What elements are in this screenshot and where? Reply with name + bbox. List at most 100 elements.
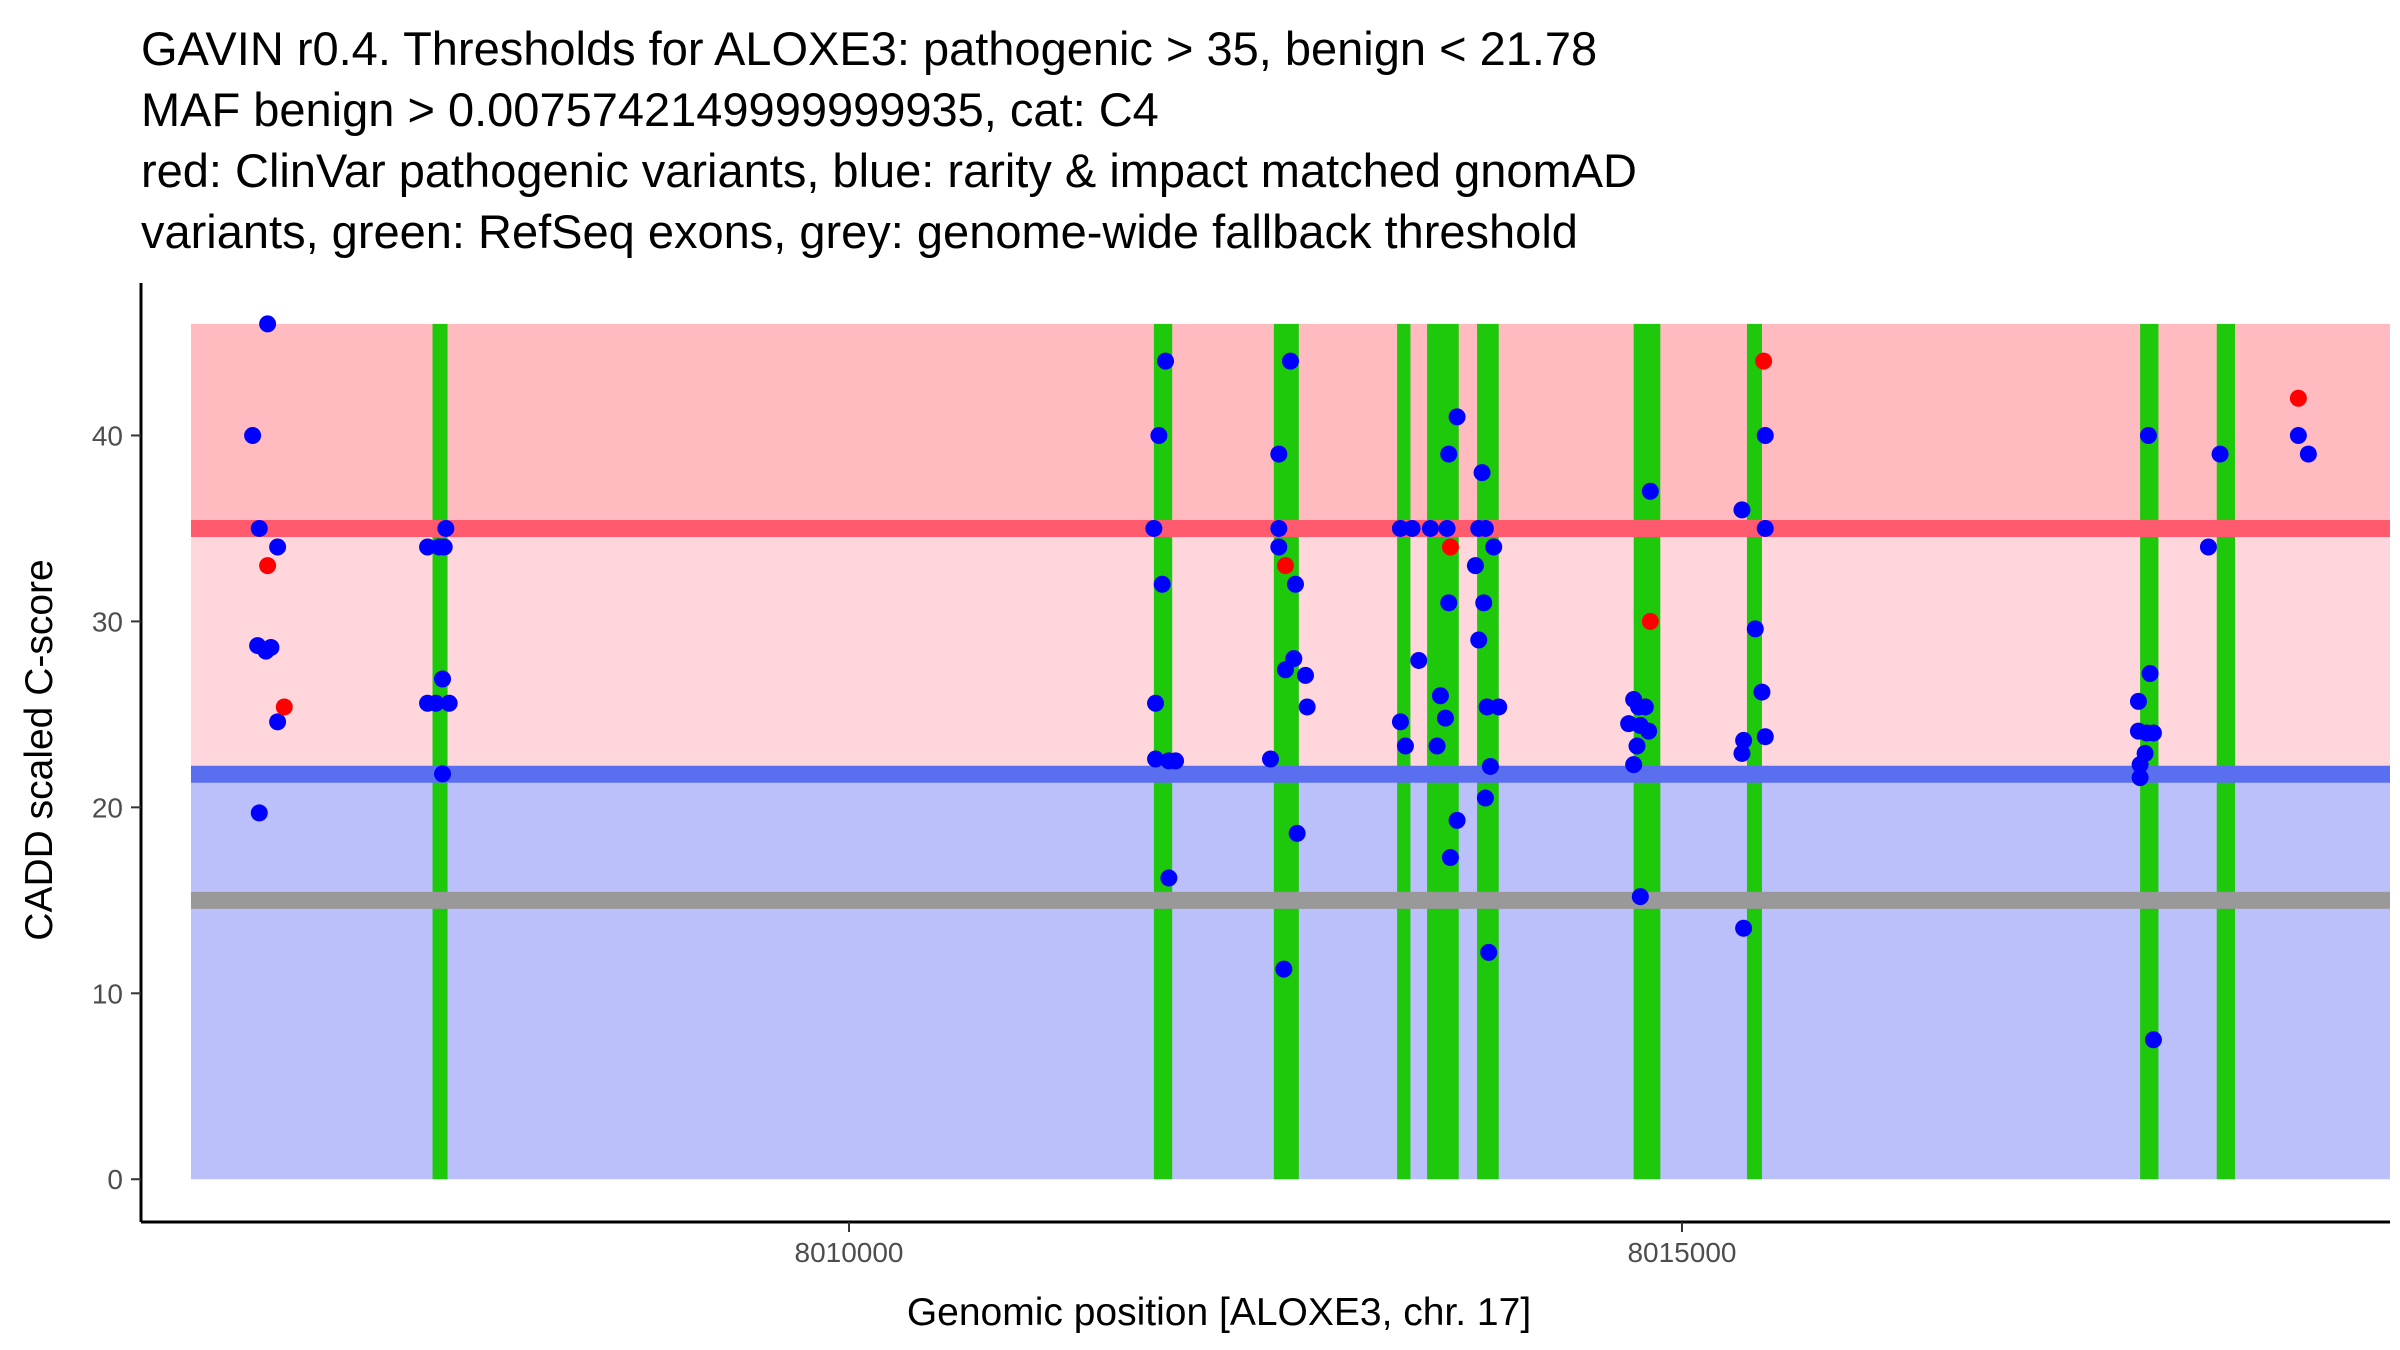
variant-points [244,315,2317,1049]
chart-title-line-4: variants, green: RefSeq exons, grey: gen… [141,205,1578,258]
gnomad-point [1296,666,1314,684]
gnomad-point [1733,744,1751,762]
x-axis-ticks: 8010000 8015000 [795,1222,1736,1268]
gnomad-point [1625,756,1643,774]
gnomad-point [434,670,452,688]
gnomad-point [2141,664,2159,682]
x-tick-label: 8010000 [795,1237,904,1268]
clinvar-point [1641,612,1659,630]
gnomad-point [1286,575,1304,593]
gnomad-point [2211,445,2229,463]
x-axis-label: Genomic position [ALOXE3, chr. 17] [907,1291,1531,1334]
chart-title: GAVIN r0.4. Thresholds for ALOXE3: patho… [141,18,1637,262]
gnomad-point [1440,445,1458,463]
gnomad-point [1631,888,1649,906]
gnomad-point [2131,769,2149,787]
gnomad-point [1756,426,1774,444]
clinvar-point [1276,557,1294,575]
gnomad-point [1641,482,1659,500]
gnomad-point [1480,943,1498,961]
gnomad-point [1476,519,1494,537]
threshold-lines [190,519,2390,909]
gnomad-point [1746,620,1764,638]
clinvar-point [2289,389,2307,407]
gnomad-point [1640,722,1658,740]
gnomad-point [1756,519,1774,537]
gnomad-point [1628,737,1646,755]
gnomad-point [1756,728,1774,746]
gnomad-point [1733,501,1751,519]
gnomad-point [1145,519,1163,537]
gnomad-point [269,538,287,556]
gnomad-point [1261,750,1279,768]
gnomad-point [1428,737,1446,755]
y-tick-label: 30 [92,606,123,637]
gnomad-point [1476,789,1494,807]
exon-bar [1746,323,1762,1180]
gnomad-point [1153,575,1171,593]
gnomad-point [1275,960,1293,978]
clinvar-point [1755,352,1773,370]
exon-bar [2216,323,2236,1180]
gnomad-point [1167,752,1185,770]
y-tick-label: 0 [107,1164,123,1195]
gnomad-point [1396,737,1414,755]
gnomad-point [419,538,437,556]
gnomad-point [1473,464,1491,482]
chart-title-line-2: MAF benign > 0.0075742149999999935, cat:… [141,83,1159,136]
gnomad-point [262,638,280,656]
gnomad-point [1298,698,1316,716]
gnomad-point [1410,651,1428,669]
gnomad-point [1157,352,1175,370]
gnomad-point [1440,594,1458,612]
exon-bar [432,323,448,1180]
axes [139,283,2390,1224]
gnomad-point [2289,426,2307,444]
gnomad-point [1481,757,1499,775]
gnomad-point [1735,731,1753,749]
gnomad-point [250,804,268,822]
gnomad-point [1403,519,1421,537]
gnomad-point [1438,519,1456,537]
gnomad-point [1288,824,1306,842]
gnomad-point [1441,849,1459,867]
gnomad-point [437,519,455,537]
gnomad-point [2199,538,2217,556]
y-tick-label: 40 [92,420,123,451]
gnomad-point [244,426,262,444]
y-tick-label: 20 [92,792,123,823]
gnomad-point [1391,519,1409,537]
clinvar-point [275,698,293,716]
gnomad-point [1466,557,1484,575]
gnomad-point [259,315,277,333]
gnomad-point [1147,750,1165,768]
gnomad-point [1270,445,1288,463]
exon-bar [1273,323,1299,1180]
gnomad-point [1448,811,1466,829]
gnomad-point [1490,698,1508,716]
gnomad-point [1391,713,1409,731]
gnomad-point [1421,519,1439,537]
y-tick-label: 10 [92,978,123,1009]
gnomad-point [250,519,268,537]
y-axis-ticks: 0 10 20 30 40 [92,420,141,1195]
gnomad-point [1475,594,1493,612]
gnomad-point [427,694,445,712]
gnomad-point [1147,694,1165,712]
x-tick-label: 8015000 [1627,1237,1736,1268]
gnomad-point [2144,1031,2162,1049]
chart-title-line-3: red: ClinVar pathogenic variants, blue: … [141,144,1637,197]
gnomad-point [1636,698,1654,716]
gnomad-point [1431,687,1449,705]
exon-bar [1153,323,1173,1180]
gnomad-point [2299,445,2317,463]
gnomad-point [1485,538,1503,556]
gnomad-point [2139,426,2157,444]
gnomad-point [269,713,287,731]
clinvar-point [259,557,277,575]
gnomad-point [1150,426,1168,444]
gnomad-point [2131,756,2149,774]
gnomad-point [1735,919,1753,937]
gnomad-point [1448,408,1466,426]
